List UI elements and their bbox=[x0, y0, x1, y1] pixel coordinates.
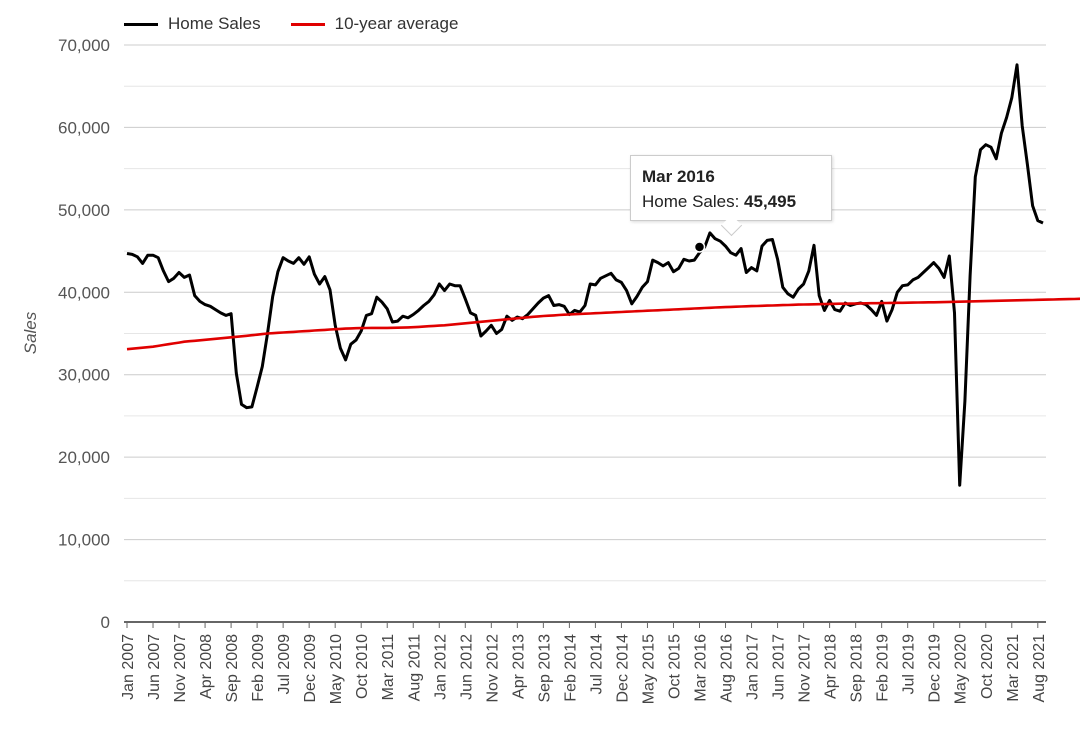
x-tick-label: Aug 2016 bbox=[719, 634, 736, 703]
x-tick-label: Nov 2017 bbox=[797, 634, 814, 703]
legend-swatch-10-year-average bbox=[290, 22, 325, 26]
x-tick-label: Jan 2012 bbox=[432, 634, 449, 700]
x-tick-label: Nov 2007 bbox=[172, 634, 189, 703]
legend-label-10-year-average: 10-year average bbox=[334, 14, 459, 33]
x-tick-label: Oct 2015 bbox=[666, 634, 683, 699]
highlighted-point bbox=[693, 241, 706, 253]
x-tick-label: Feb 2019 bbox=[875, 634, 892, 702]
tooltip-title: Mar 2016 bbox=[642, 167, 715, 186]
y-tick-label: 10,000 bbox=[58, 531, 110, 550]
x-tick-label: Jun 2012 bbox=[458, 634, 475, 700]
x-tick-label: Oct 2020 bbox=[979, 634, 996, 699]
x-tick-label: Dec 2014 bbox=[614, 634, 631, 703]
x-tick-label: Oct 2010 bbox=[354, 634, 371, 699]
legend-item-10-year-average[interactable]: 10-year average bbox=[290, 14, 459, 34]
x-tick-label: Feb 2014 bbox=[562, 634, 579, 702]
x-tick-label: Feb 2009 bbox=[250, 634, 267, 702]
x-tick-label: Apr 2008 bbox=[198, 634, 215, 699]
y-tick-label: 20,000 bbox=[58, 448, 110, 467]
x-tick-label: Apr 2013 bbox=[510, 634, 527, 699]
y-tick-label: 40,000 bbox=[58, 283, 110, 302]
legend-item-home-sales[interactable]: Home Sales bbox=[124, 14, 261, 34]
x-tick-label: May 2015 bbox=[640, 634, 657, 704]
y-tick-label: 50,000 bbox=[58, 201, 110, 220]
x-tick-label: May 2010 bbox=[328, 634, 345, 704]
legend-swatch-home-sales bbox=[124, 22, 158, 26]
x-tick-label: Mar 2011 bbox=[380, 634, 397, 701]
legend-label-home-sales: Home Sales bbox=[168, 14, 261, 33]
series-line-10-year-average bbox=[126, 297, 1080, 351]
x-tick-label: Apr 2018 bbox=[823, 634, 840, 699]
y-tick-label: 0 bbox=[101, 613, 110, 632]
x-tick-label: Jun 2017 bbox=[771, 634, 788, 700]
tooltip: Mar 2016 Home Sales: 45,495 bbox=[630, 155, 832, 237]
x-tick-label: Dec 2019 bbox=[927, 634, 944, 703]
x-tick-label: Nov 2012 bbox=[484, 634, 501, 703]
legend: Home Sales 10-year average bbox=[124, 14, 488, 34]
x-tick-label: Jul 2009 bbox=[276, 634, 293, 695]
x-tick-label: Aug 2011 bbox=[406, 634, 423, 701]
y-axis-label: Sales bbox=[21, 311, 40, 354]
x-tick-label: Mar 2016 bbox=[693, 634, 710, 702]
x-tick-label: Jan 2007 bbox=[120, 634, 137, 700]
x-tick-label: Jul 2014 bbox=[588, 634, 605, 695]
series-line-home-sales bbox=[126, 63, 1044, 487]
x-tick-label: Jul 2019 bbox=[901, 634, 918, 695]
x-tick-label: Dec 2009 bbox=[302, 634, 319, 703]
x-tick-label: Sep 2013 bbox=[536, 634, 553, 703]
x-tick-label: Aug 2021 bbox=[1031, 634, 1048, 703]
x-tick-label: Mar 2021 bbox=[1005, 634, 1022, 702]
tooltip-value: 45,495 bbox=[744, 192, 797, 211]
x-tick-label: Jun 2007 bbox=[146, 634, 163, 700]
x-tick-label: May 2020 bbox=[953, 634, 970, 704]
x-tick-label: Jan 2017 bbox=[745, 634, 762, 700]
tooltip-label: Home Sales: bbox=[642, 192, 745, 211]
y-tick-label: 70,000 bbox=[58, 36, 110, 55]
tooltip-body: Home Sales: 45,495 bbox=[642, 192, 796, 212]
x-tick-label: Sep 2008 bbox=[224, 634, 241, 703]
y-tick-label: 30,000 bbox=[58, 366, 110, 385]
x-tick-label: Sep 2018 bbox=[849, 634, 866, 703]
y-tick-label: 60,000 bbox=[58, 118, 110, 137]
